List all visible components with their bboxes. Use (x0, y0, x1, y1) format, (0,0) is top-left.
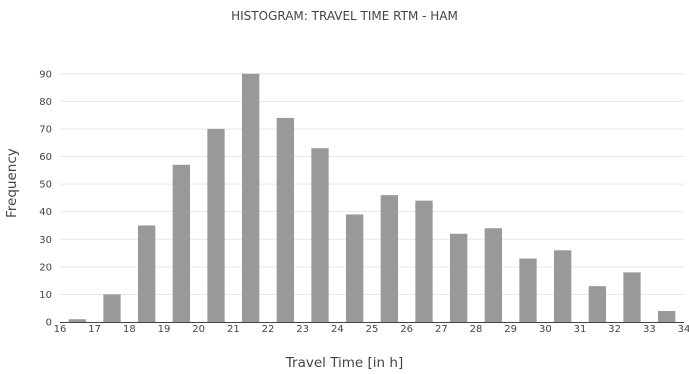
x-tick-label: 23 (296, 324, 309, 335)
histogram-bar (623, 272, 641, 322)
bars (68, 73, 676, 322)
x-tick-label: 28 (470, 324, 483, 335)
x-tick-label: 19 (158, 324, 171, 335)
histogram-bar (658, 310, 676, 322)
histogram-bar (207, 128, 225, 322)
y-tick-label: 90 (39, 69, 52, 80)
y-tick-label: 70 (39, 124, 52, 135)
y-tick-label: 10 (39, 290, 52, 301)
histogram-bar (103, 294, 121, 322)
x-tick-label: 32 (608, 324, 621, 335)
histogram-bar (276, 117, 294, 322)
grid-lines (60, 73, 684, 295)
histogram-bar (380, 195, 398, 322)
histogram-bar (415, 200, 433, 322)
x-tick-label: 25 (366, 324, 379, 335)
x-tick-label: 24 (331, 324, 344, 335)
histogram-bar (242, 73, 260, 322)
x-tick-labels: 16 17 18 19 20 21 22 23 24 25 26 27 28 29 30 31 32 33 34 (54, 324, 689, 335)
chart-title: HISTOGRAM: TRAVEL TIME RTM - HAM (231, 9, 458, 23)
x-tick-label: 22 (262, 324, 275, 335)
y-tick-label: 80 (39, 97, 52, 108)
y-axis-label: Frequency (4, 148, 20, 218)
histogram-bar (138, 225, 156, 322)
x-tick-label: 30 (539, 324, 552, 335)
histogram-bar (311, 148, 329, 322)
histogram-bar (484, 228, 502, 322)
y-tick-label: 20 (39, 262, 52, 273)
histogram-bar (346, 214, 364, 322)
x-tick-label: 20 (192, 324, 205, 335)
histogram-bar (519, 258, 537, 322)
x-tick-label: 26 (400, 324, 413, 335)
x-tick-label: 29 (504, 324, 517, 335)
y-tick-label: 30 (39, 235, 52, 246)
y-tick-label: 50 (39, 180, 52, 191)
x-tick-label: 21 (227, 324, 240, 335)
histogram-bar (588, 286, 606, 322)
y-tick-label: 0 (46, 318, 52, 329)
y-tick-labels: 0 10 20 30 40 50 60 70 80 90 (39, 69, 52, 328)
x-tick-label: 31 (574, 324, 587, 335)
y-tick-label: 60 (39, 152, 52, 163)
histogram-bar (172, 164, 190, 322)
histogram-bar (554, 250, 572, 322)
y-tick-label: 40 (39, 207, 52, 218)
x-tick-label: 27 (435, 324, 448, 335)
x-tick-label: 33 (643, 324, 656, 335)
x-tick-label: 34 (678, 324, 689, 335)
histogram-bar (68, 319, 86, 322)
x-tick-label: 18 (123, 324, 136, 335)
x-tick-label: 17 (88, 324, 101, 335)
x-tick-label: 16 (54, 324, 67, 335)
x-axis-label: Travel Time [in h] (285, 355, 404, 371)
histogram-bar (450, 233, 468, 322)
